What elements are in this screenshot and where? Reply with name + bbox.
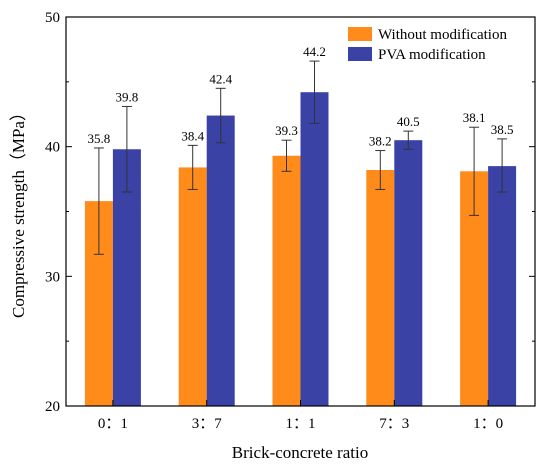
bar-pva-modification-1 — [206, 115, 235, 407]
bars-layer — [84, 92, 517, 407]
bar-pva-modification-3 — [394, 140, 423, 406]
x-tick-label-2: 1：1 — [285, 416, 315, 432]
bar-without-modification-3 — [366, 170, 395, 406]
data-label-without-modification-2: 39.3 — [275, 123, 298, 138]
data-label-without-modification-3: 38.2 — [369, 134, 392, 149]
data-labels-layer: 35.8 39.8 38.4 42.4 39.3 44.2 38.2 40.5 38.1 38.5 — [88, 44, 514, 148]
x-ticks-layer: 0：1 3：7 1：1 7：3 1：0 — [98, 400, 503, 432]
y-ticks-layer: 20 30 40 50 — [45, 10, 535, 415]
data-label-without-modification-4: 38.1 — [463, 110, 486, 125]
bar-without-modification-2 — [272, 155, 301, 406]
legend: Without modification PVA modification — [348, 27, 507, 63]
error-bars-layer — [93, 60, 508, 255]
bar-without-modification-1 — [178, 167, 207, 406]
data-label-pva-modification-4: 38.5 — [491, 122, 514, 137]
x-axis-title: Brick-concrete ratio — [232, 443, 368, 462]
y-tick-label-50: 50 — [45, 10, 60, 26]
bar-pva-modification-4 — [488, 166, 517, 406]
legend-swatch-without-modification — [348, 27, 372, 41]
data-label-pva-modification-3: 40.5 — [397, 114, 420, 129]
x-tick-label-0: 0：1 — [98, 416, 128, 432]
y-tick-label-30: 30 — [45, 269, 60, 285]
legend-label-pva-modification: PVA modification — [378, 47, 486, 63]
y-tick-label-20: 20 — [45, 399, 60, 415]
data-label-without-modification-1: 38.4 — [181, 128, 204, 143]
data-label-pva-modification-0: 39.8 — [116, 89, 139, 104]
x-tick-label-3: 7：3 — [379, 416, 409, 432]
legend-label-without-modification: Without modification — [378, 27, 507, 43]
legend-swatch-pva-modification — [348, 47, 372, 61]
y-axis-title: Compressive strength（MPa） — [9, 104, 28, 318]
data-label-pva-modification-1: 42.4 — [209, 71, 232, 86]
x-tick-label-1: 3：7 — [192, 416, 223, 432]
x-tick-label-4: 1：0 — [473, 416, 503, 432]
bar-pva-modification-2 — [300, 92, 329, 406]
data-label-pva-modification-2: 44.2 — [303, 44, 326, 59]
data-label-without-modification-0: 35.8 — [88, 131, 111, 146]
y-tick-label-40: 40 — [45, 140, 60, 156]
